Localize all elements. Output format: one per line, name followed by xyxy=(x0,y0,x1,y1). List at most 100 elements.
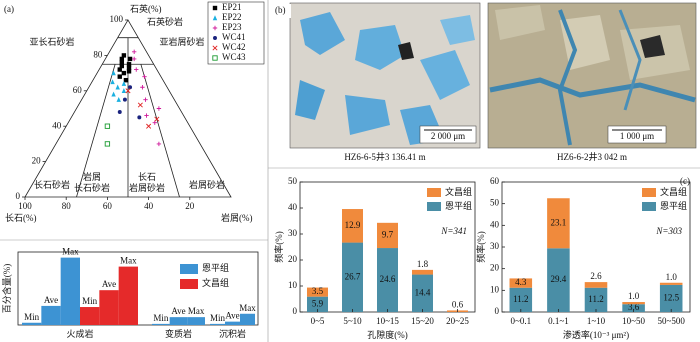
value-label: 5.9 xyxy=(312,298,324,308)
bar xyxy=(307,296,328,312)
tick-label: 80 xyxy=(93,49,103,59)
stat-label: Min xyxy=(24,312,40,322)
legend-swatch xyxy=(427,188,441,197)
bar xyxy=(659,282,683,285)
stat-label: Max xyxy=(239,303,256,313)
legend-label: 恩平组 xyxy=(660,200,687,211)
panel-label: (c) xyxy=(680,176,690,186)
bar xyxy=(169,317,188,325)
point xyxy=(128,85,133,90)
legend-swatch xyxy=(642,202,656,211)
axis-label: 岩屑(%) xyxy=(221,212,253,223)
bar xyxy=(377,222,398,249)
bar xyxy=(80,307,100,325)
value-label: 1.8 xyxy=(417,259,429,269)
value-label: 24.6 xyxy=(380,274,396,284)
bar xyxy=(509,287,533,312)
bar xyxy=(342,242,363,312)
legend-label: WC42 xyxy=(222,42,246,52)
bar xyxy=(412,274,433,312)
annotation: N=303 xyxy=(655,226,682,236)
legend-label: EP21 xyxy=(222,2,242,12)
stat-label: Ave xyxy=(225,311,239,321)
value-label: 9.7 xyxy=(382,229,394,239)
legend-label: 恩平组 xyxy=(202,262,229,273)
y-tick-label: 40 xyxy=(288,202,298,212)
y-tick-label: 20 xyxy=(490,263,500,273)
bar xyxy=(377,248,398,312)
value-label: 14.4 xyxy=(415,287,431,297)
point xyxy=(117,67,122,72)
region-label: 长石砂岩 xyxy=(74,182,110,193)
bar xyxy=(622,302,645,305)
y-tick-label: 0 xyxy=(293,306,298,316)
stat-label: Min xyxy=(82,296,98,306)
legend-label: WC41 xyxy=(222,32,246,42)
x-tick-label: 20~25 xyxy=(446,316,469,326)
legend-swatch xyxy=(642,188,656,197)
y-tick-label: 60 xyxy=(490,176,500,186)
point xyxy=(212,55,218,61)
x-tick-label: 1~10 xyxy=(587,316,606,326)
point xyxy=(154,116,160,122)
stat-label: Min xyxy=(210,313,226,323)
point xyxy=(121,88,127,93)
x-tick-label: 0~0.1 xyxy=(510,316,531,326)
y-tick-label: 10 xyxy=(288,280,298,290)
legend-label: EP22 xyxy=(222,12,242,22)
point xyxy=(131,56,137,62)
x-tick-label: 5~10 xyxy=(343,316,362,326)
point xyxy=(115,84,120,90)
panel-label: (a) xyxy=(4,4,14,14)
point xyxy=(137,115,142,120)
x-tick-label: 变质岩 xyxy=(165,328,192,339)
region-label: 岩屑砂岩 xyxy=(129,182,165,193)
bar xyxy=(210,323,225,325)
scale-label: 2 000 μm xyxy=(431,131,465,141)
legend-label: 文昌组 xyxy=(660,186,687,197)
point xyxy=(123,77,129,83)
point xyxy=(146,123,152,129)
point xyxy=(127,56,133,62)
point xyxy=(122,97,127,102)
point xyxy=(144,113,149,118)
point xyxy=(131,49,137,55)
point xyxy=(117,74,122,79)
bar xyxy=(187,317,205,325)
point xyxy=(121,53,127,58)
value-label: 0.6 xyxy=(452,300,464,310)
legend-label: EP23 xyxy=(222,22,242,32)
annotation: N=341 xyxy=(440,226,467,236)
legend-label: WC43 xyxy=(222,52,246,62)
axis-label: 石英(%) xyxy=(130,3,162,14)
y-tick-label: 40 xyxy=(490,219,500,229)
point xyxy=(116,96,121,102)
legend-swatch xyxy=(180,264,198,274)
legend-label: 文昌组 xyxy=(445,186,472,197)
bar xyxy=(60,257,80,325)
legend-label: 文昌组 xyxy=(202,277,229,288)
scale-label: 1 000 μm xyxy=(620,131,654,141)
point xyxy=(104,141,111,147)
y-tick-label: 30 xyxy=(288,228,298,238)
point xyxy=(117,110,122,115)
bar xyxy=(240,313,255,325)
bar xyxy=(342,209,363,243)
stat-label: Max xyxy=(62,247,79,257)
point xyxy=(212,5,218,11)
value-label: 23.1 xyxy=(551,217,567,227)
class-line xyxy=(140,64,180,198)
stat-label: Max xyxy=(120,256,137,266)
bar xyxy=(622,304,645,312)
y-tick-label: 30 xyxy=(490,241,500,251)
point xyxy=(111,91,116,97)
bar xyxy=(118,266,138,325)
region-label: 亚岩屑砂岩 xyxy=(159,36,204,47)
class-line xyxy=(76,64,116,198)
photo-caption: HZ6-6-5井3 136.41 m xyxy=(344,151,425,162)
bar xyxy=(584,287,608,312)
region-label: 岩屑 xyxy=(83,171,101,182)
value-label: 3.6 xyxy=(628,302,640,312)
point xyxy=(126,65,132,70)
